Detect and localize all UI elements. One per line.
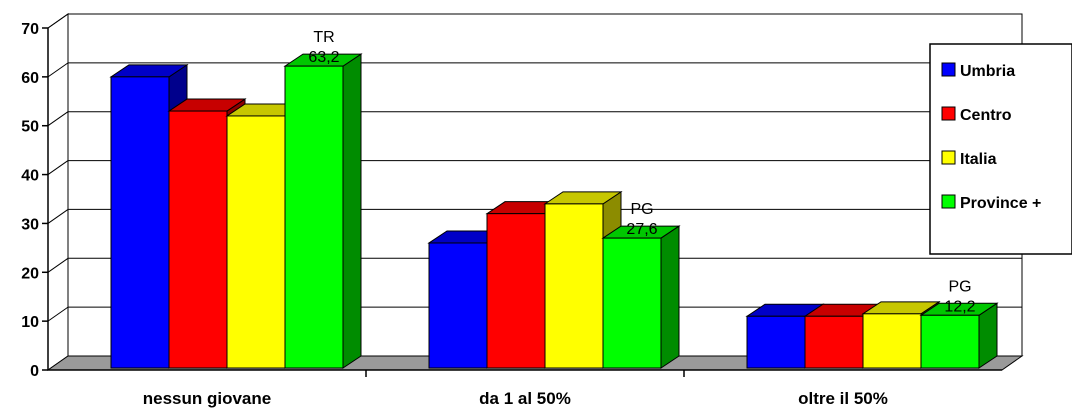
data-label-line1: PG (948, 278, 971, 295)
legend-swatch (941, 62, 956, 77)
legend-label: Centro (960, 107, 1012, 124)
bar-front (920, 314, 980, 369)
bar (919, 302, 999, 369)
legend: Umbria Centro Italia Province + (929, 43, 1072, 255)
data-label-line1: TR (313, 29, 334, 46)
x-axis-labels: nessun giovane da 1 al 50% oltre il 50% (143, 389, 888, 408)
data-label-line1: PG (630, 201, 653, 218)
legend-swatch (941, 150, 956, 165)
bar-side (660, 225, 680, 369)
bar (283, 53, 363, 369)
y-axis-ticks: 0 10 20 30 40 50 60 70 (21, 21, 48, 380)
legend-label: Umbria (960, 63, 1015, 80)
y-tick-label: 30 (21, 216, 39, 233)
bar-side (342, 53, 362, 369)
data-label-line2: 12,2 (944, 298, 975, 315)
bar-front (110, 76, 170, 369)
annotations: TR 63,2 PG 27,6 PG 12,2 (308, 29, 975, 315)
x-category-label: oltre il 50% (798, 389, 888, 408)
bar-front (544, 203, 604, 369)
legend-label: Province + (960, 195, 1041, 212)
bar-front (284, 65, 344, 369)
gridline-side (47, 111, 69, 127)
x-category-label: nessun giovane (143, 389, 271, 408)
y-tick-label: 10 (21, 314, 39, 331)
bar-front (486, 213, 546, 369)
y-tick-label: 0 (30, 363, 39, 380)
gridline-side (47, 160, 69, 175)
side-wall (47, 13, 69, 371)
data-label-line2: 27,6 (626, 221, 657, 238)
data-label-line2: 63,2 (308, 49, 339, 66)
y-tick-label: 70 (21, 21, 39, 38)
axes (47, 28, 1002, 377)
bar-front (428, 242, 488, 369)
gridline-side (47, 209, 69, 224)
legend-label: Italia (960, 151, 997, 168)
gridline-side (47, 13, 69, 29)
y-tick-label: 40 (21, 168, 39, 185)
bar-front (746, 315, 806, 369)
y-tick-label: 50 (21, 119, 39, 136)
x-category-label: da 1 al 50% (479, 389, 571, 408)
gridline-side (47, 257, 69, 273)
bars (109, 53, 999, 369)
bar-front (168, 110, 228, 369)
y-tick-label: 20 (21, 265, 39, 282)
bar-front (862, 313, 922, 369)
legend-swatch (941, 106, 956, 121)
bar (601, 225, 681, 369)
bar-front (226, 115, 286, 369)
y-tick-label: 60 (21, 70, 39, 87)
gridline-side (47, 306, 69, 322)
bar-front (602, 237, 662, 369)
gridline-side (47, 62, 69, 78)
legend-box (929, 43, 1072, 255)
bar-front (804, 315, 864, 369)
legend-swatch (941, 194, 956, 209)
